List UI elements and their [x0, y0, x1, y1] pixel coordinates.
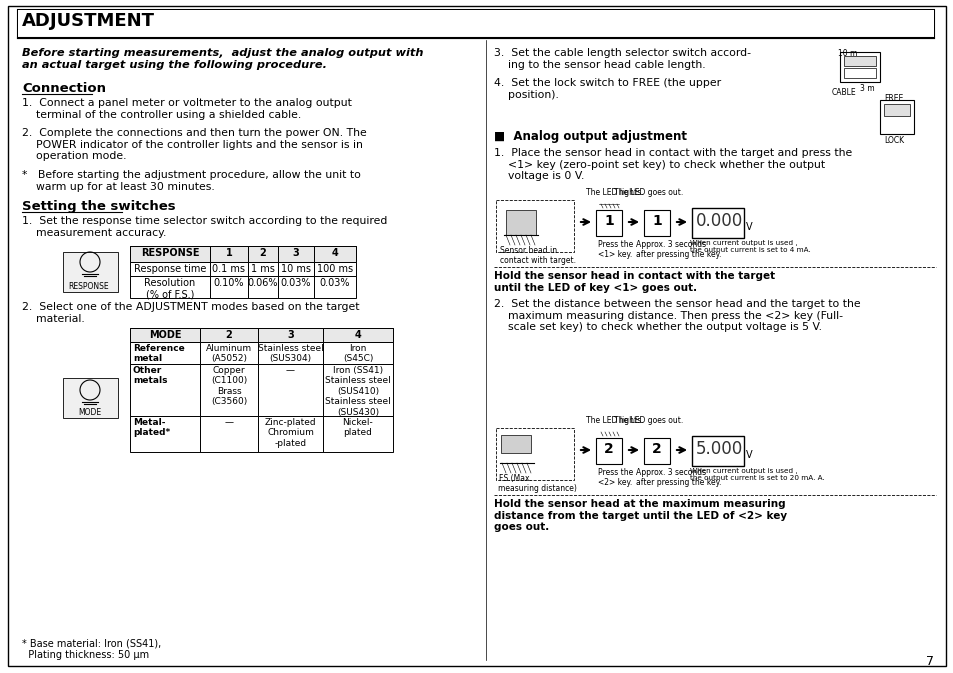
Text: ■  Analog output adjustment: ■ Analog output adjustment: [494, 130, 686, 143]
Text: 1: 1: [651, 214, 661, 228]
Bar: [257, 416, 323, 452]
Text: 4: 4: [332, 248, 338, 258]
Text: Connection: Connection: [22, 82, 106, 95]
Text: 1.  Connect a panel meter or voltmeter to the analog output
    terminal of the : 1. Connect a panel meter or voltmeter to…: [22, 98, 352, 120]
Text: RESPONSE: RESPONSE: [68, 282, 109, 291]
Text: When current output is used ,
the output current is set to 20 mA. A.: When current output is used , the output…: [689, 468, 824, 481]
Bar: [130, 262, 210, 276]
Text: 0.1 ms: 0.1 ms: [213, 264, 245, 274]
Text: * Base material: Iron (SS41),
  Plating thickness: 50 μm: * Base material: Iron (SS41), Plating th…: [22, 638, 161, 660]
Text: Hold the sensor head in contact with the target
until the LED of key <1> goes ou: Hold the sensor head in contact with the…: [494, 271, 774, 293]
Bar: [277, 276, 314, 298]
Bar: [323, 342, 393, 364]
Bar: [691, 436, 743, 466]
Bar: [210, 276, 248, 298]
Text: Resolution
(% of F.S.): Resolution (% of F.S.): [144, 278, 195, 299]
Text: 4.  Set the lock switch to FREE (the upper
    position).: 4. Set the lock switch to FREE (the uppe…: [494, 78, 720, 100]
Text: 2: 2: [226, 330, 233, 340]
Bar: [843, 68, 875, 78]
Bar: [257, 364, 323, 416]
Text: CABLE: CABLE: [831, 88, 856, 97]
Text: F.S.(Max.
measuring distance): F.S.(Max. measuring distance): [497, 474, 577, 493]
Text: 0.03%: 0.03%: [319, 278, 350, 288]
Text: 0.06%: 0.06%: [248, 278, 278, 288]
Text: Zinc-plated
Chromium
-plated: Zinc-plated Chromium -plated: [264, 418, 316, 448]
Text: 1.  Set the response time selector switch according to the required
    measurem: 1. Set the response time selector switch…: [22, 216, 387, 238]
Bar: [843, 56, 875, 66]
Bar: [130, 416, 200, 452]
Text: Press the
<1> key.: Press the <1> key.: [598, 240, 633, 259]
Text: 1: 1: [603, 214, 613, 228]
Text: V: V: [745, 222, 752, 232]
Bar: [248, 262, 277, 276]
Text: 7: 7: [925, 655, 933, 668]
Text: MODE: MODE: [78, 408, 101, 417]
Bar: [200, 364, 257, 416]
Bar: [130, 328, 200, 342]
Text: 2: 2: [259, 248, 266, 258]
Text: LOCK: LOCK: [883, 136, 903, 145]
Bar: [63, 252, 118, 292]
Text: 2.  Complete the connections and then turn the power ON. The
    POWER indicator: 2. Complete the connections and then tur…: [22, 128, 366, 162]
Text: Setting the switches: Setting the switches: [22, 200, 175, 213]
Bar: [130, 328, 393, 342]
Text: The LED lights.: The LED lights.: [585, 416, 643, 425]
Bar: [277, 246, 314, 262]
Bar: [18, 10, 933, 38]
Text: Metal-
plated*: Metal- plated*: [132, 418, 170, 437]
Bar: [840, 52, 879, 82]
Text: The LED lights.: The LED lights.: [585, 188, 643, 197]
Text: 0.000: 0.000: [696, 212, 742, 230]
Text: V: V: [745, 450, 752, 460]
Bar: [643, 438, 669, 464]
Text: 100 ms: 100 ms: [316, 264, 353, 274]
Text: Response time: Response time: [133, 264, 206, 274]
Text: 2.  Select one of the ADJUSTMENT modes based on the target
    material.: 2. Select one of the ADJUSTMENT modes ba…: [22, 302, 359, 324]
Text: 10 ms: 10 ms: [281, 264, 311, 274]
Text: 3 m: 3 m: [859, 84, 874, 93]
Bar: [643, 210, 669, 236]
Text: 0.10%: 0.10%: [213, 278, 244, 288]
Text: Nickel-
plated: Nickel- plated: [342, 418, 373, 437]
Text: Sensor head in
contact with target.: Sensor head in contact with target.: [499, 246, 576, 265]
Text: When current output is used ,
the output current is set to 4 mA.: When current output is used , the output…: [689, 240, 810, 253]
Bar: [500, 435, 531, 453]
Bar: [314, 246, 355, 262]
Text: 1 ms: 1 ms: [251, 264, 274, 274]
Text: Approx. 3 seconds
after pressing the key.: Approx. 3 seconds after pressing the key…: [636, 240, 720, 259]
Text: Iron (SS41)
Stainless steel
(SUS410)
Stainless steel
(SUS430): Iron (SS41) Stainless steel (SUS410) Sta…: [325, 366, 391, 417]
Bar: [200, 342, 257, 364]
Text: Hold the sensor head at the maximum measuring
distance from the target until the: Hold the sensor head at the maximum meas…: [494, 499, 786, 532]
Bar: [257, 328, 323, 342]
Bar: [200, 328, 257, 342]
Text: —: —: [286, 366, 294, 375]
Text: Press the
<2> key.: Press the <2> key.: [598, 468, 633, 487]
Text: *   Before starting the adjustment procedure, allow the unit to
    warm up for : * Before starting the adjustment procedu…: [22, 170, 360, 192]
Text: Approx. 3 seconds
after pressing the key.: Approx. 3 seconds after pressing the key…: [636, 468, 720, 487]
Bar: [323, 416, 393, 452]
Text: 1: 1: [226, 248, 233, 258]
Text: ADJUSTMENT: ADJUSTMENT: [22, 12, 154, 30]
Bar: [691, 208, 743, 238]
Bar: [63, 378, 118, 418]
Bar: [248, 246, 277, 262]
Text: 3: 3: [287, 330, 294, 340]
Text: 2.  Set the distance between the sensor head and the target to the
    maximum m: 2. Set the distance between the sensor h…: [494, 299, 860, 332]
Text: RESPONSE: RESPONSE: [141, 248, 199, 258]
Text: Stainless steel
(SUS304): Stainless steel (SUS304): [257, 344, 323, 363]
Bar: [210, 246, 248, 262]
Bar: [130, 276, 210, 298]
Bar: [257, 342, 323, 364]
Bar: [323, 328, 393, 342]
Text: 2: 2: [603, 442, 613, 456]
Bar: [277, 262, 314, 276]
Text: 2: 2: [651, 442, 661, 456]
Text: Before starting measurements,  adjust the analog output with
an actual target us: Before starting measurements, adjust the…: [22, 48, 423, 69]
Text: The LED goes out.: The LED goes out.: [614, 188, 682, 197]
Text: FREE: FREE: [883, 94, 902, 103]
Bar: [314, 262, 355, 276]
Text: Aluminum
(A5052): Aluminum (A5052): [206, 344, 252, 363]
Text: 4: 4: [355, 330, 361, 340]
Bar: [883, 104, 909, 116]
Text: MODE: MODE: [149, 330, 181, 340]
